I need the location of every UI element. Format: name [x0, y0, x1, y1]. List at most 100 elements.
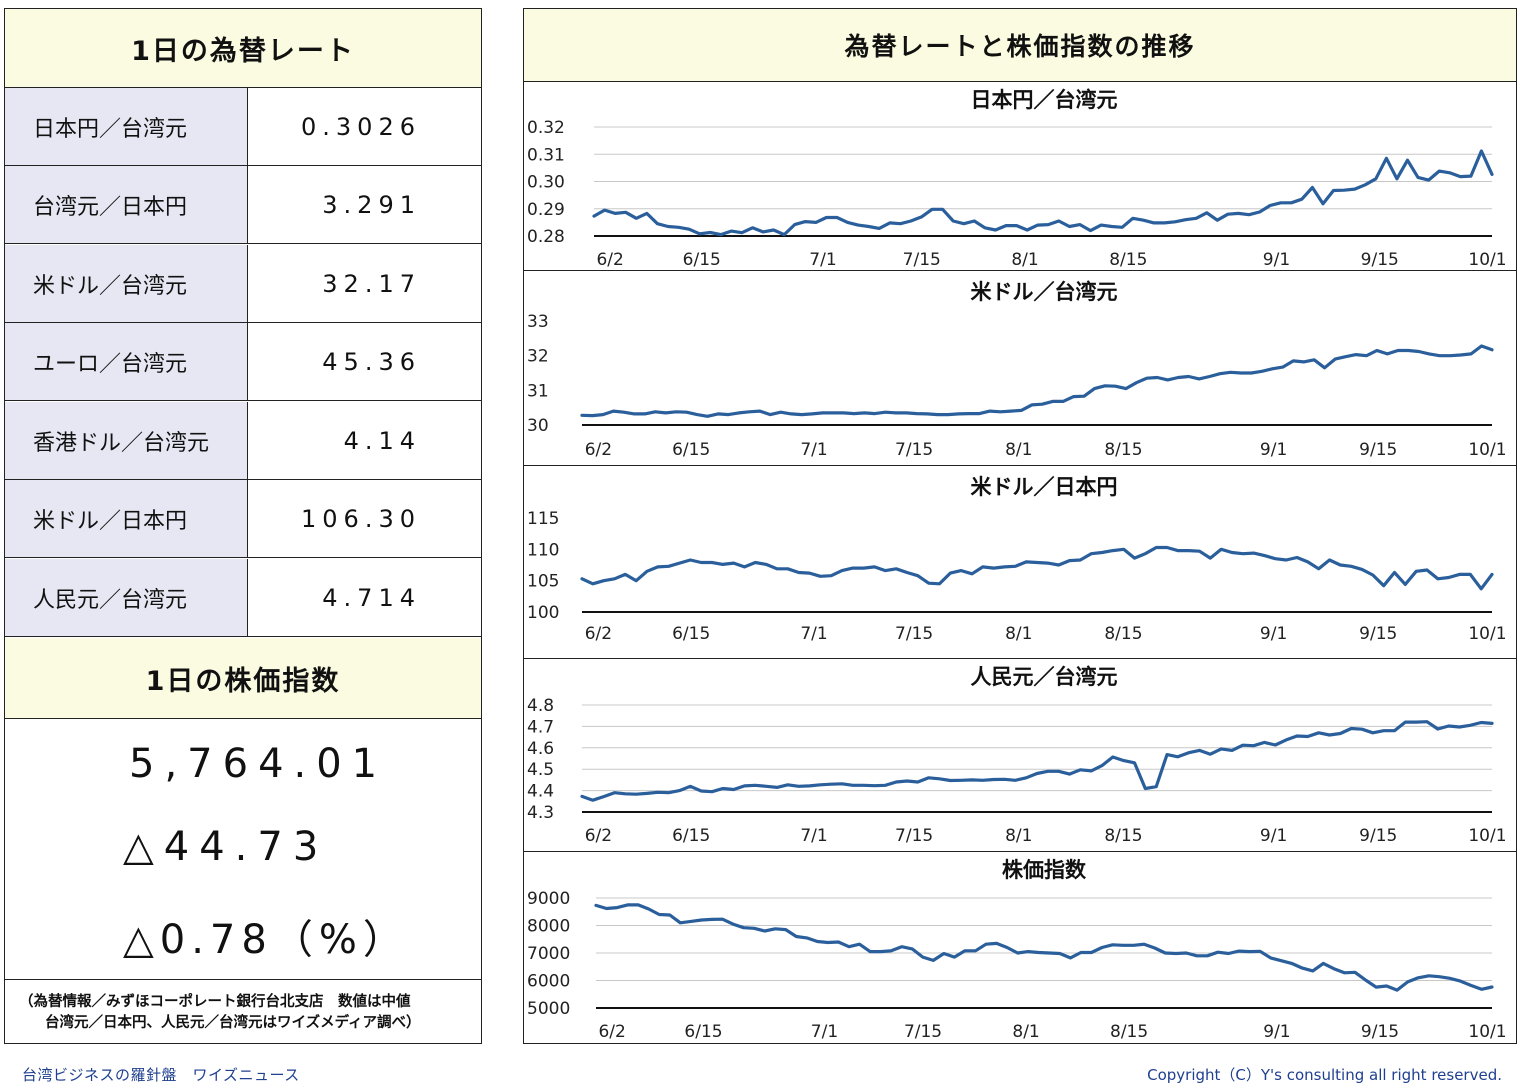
y-tick-label: 110 — [527, 540, 559, 560]
x-tick-label: 9/15 — [1361, 1022, 1399, 1042]
y-tick-label: 32 — [527, 347, 549, 367]
chart-title: 米ドル／日本円 — [971, 475, 1118, 499]
x-tick-label: 8/15 — [1104, 440, 1142, 460]
rate-value: 4.714 — [322, 583, 421, 612]
x-tick-label: 7/1 — [811, 1022, 838, 1042]
chart-panel-stock-index: 株価指数 9000 8000 7000 6000 5000 6/2 6/15 7/1 7/15 8/… — [524, 852, 1516, 1043]
chart-title: 日本円／台湾元 — [971, 88, 1118, 112]
chart-jpy-twd: 日本円／台湾元 0.32 0.31 0.30 0.29 0.28 6/2 6/15 7/1 7/1… — [527, 88, 1507, 270]
rate-value: 45.36 — [322, 347, 421, 376]
rate-label: 香港ドル／台湾元 — [5, 402, 248, 479]
x-tick-label: 6/2 — [585, 624, 612, 644]
y-tick-label: 31 — [527, 381, 549, 401]
y-tick-label: 4.7 — [527, 717, 554, 737]
rate-row: 台湾元／日本円 3.291 — [5, 166, 481, 244]
x-tick-label: 7/15 — [895, 826, 933, 846]
x-tick-label: 10/1 — [1468, 826, 1506, 846]
chart-panel-usd-jpy: 米ドル／日本円 115 110 105 100 6/2 6/15 7/1 7/15 8/1 8/15… — [524, 466, 1516, 659]
y-tick-label: 0.31 — [527, 145, 565, 165]
rate-row: ユーロ／台湾元 45.36 — [5, 323, 481, 401]
x-tick-label: 7/1 — [809, 250, 836, 270]
index-title: 1日の株価指数 — [5, 638, 481, 719]
chart-panel-jpy-twd: 日本円／台湾元 0.32 0.31 0.30 0.29 0.28 6/2 6/15 7/1 7/1… — [524, 82, 1516, 271]
index-change-pct: △0.78（%） — [123, 917, 409, 963]
y-tick-label: 4.6 — [527, 739, 554, 759]
x-tick-label: 6/15 — [672, 440, 710, 460]
y-tick-label: 115 — [527, 509, 559, 529]
y-tick-label: 6000 — [527, 972, 570, 992]
rate-value: 106.30 — [301, 504, 421, 533]
x-tick-label: 9/15 — [1359, 440, 1397, 460]
rate-label: 米ドル／台湾元 — [5, 245, 248, 322]
right-panel: 為替レートと株価指数の推移 日本円／台湾元 0.32 0.31 0.30 0.29 0.2… — [523, 8, 1517, 1044]
x-tick-label: 9/1 — [1263, 1022, 1290, 1042]
rate-label: ユーロ／台湾元 — [5, 323, 248, 400]
rates-title: 1日の為替レート — [5, 9, 481, 88]
y-tick-label: 5000 — [527, 999, 570, 1019]
x-tick-label: 10/1 — [1468, 624, 1506, 644]
y-tick-label: 105 — [527, 572, 559, 592]
y-tick-label: 7000 — [527, 944, 570, 964]
rate-row: 香港ドル／台湾元 4.14 — [5, 402, 481, 480]
x-tick-label: 6/15 — [683, 250, 721, 270]
y-tick-label: 8000 — [527, 917, 570, 937]
x-tick-label: 8/15 — [1110, 1022, 1148, 1042]
footer-copyright: Copyright（C）Y's consulting all right res… — [1147, 1066, 1502, 1084]
left-panel: 1日の為替レート 日本円／台湾元 0.3026 台湾元／日本円 3.291 米ド… — [4, 8, 482, 1044]
x-tick-label: 6/15 — [684, 1022, 722, 1042]
x-tick-label: 6/2 — [585, 440, 612, 460]
chart-cny-twd: 人民元／台湾元 4.84.74.64.54.44.3 6/2 6/15 7/1 7/15 8… — [527, 665, 1507, 846]
x-tick-label: 8/1 — [1005, 440, 1032, 460]
rate-label: 米ドル／日本円 — [5, 480, 248, 557]
x-tick-label: 8/1 — [1011, 250, 1038, 270]
x-tick-label: 10/1 — [1468, 250, 1506, 270]
rate-value: 0.3026 — [301, 112, 421, 141]
rate-label: 日本円／台湾元 — [5, 88, 248, 165]
chart-title: 株価指数 — [1002, 858, 1087, 882]
source-note-line: 台湾元／日本円、人民元／台湾元はワイズメディア調べ） — [45, 1015, 421, 1031]
x-tick-label: 8/1 — [1005, 826, 1032, 846]
y-tick-label: 0.28 — [527, 227, 565, 247]
x-tick-label: 9/15 — [1361, 250, 1399, 270]
x-tick-label: 9/1 — [1263, 250, 1290, 270]
y-tick-label: 100 — [527, 603, 559, 623]
x-tick-label: 10/1 — [1468, 440, 1506, 460]
y-tick-label: 30 — [527, 416, 549, 436]
x-tick-label: 6/2 — [585, 826, 612, 846]
series-line — [592, 149, 1494, 237]
index-value: 5,764.01 — [129, 741, 388, 787]
y-tick-label: 0.30 — [527, 173, 565, 193]
rate-row: 米ドル／日本円 106.30 — [5, 480, 481, 558]
y-tick-label: 0.32 — [527, 118, 565, 138]
y-tick-label: 9000 — [527, 889, 570, 909]
chart-usd-jpy: 米ドル／日本円 115 110 105 100 6/2 6/15 7/1 7/15 8/1 8/15… — [527, 475, 1507, 644]
y-tick-label: 4.4 — [527, 782, 554, 802]
source-note-line: （為替情報／みずほコーポレート銀行台北支店 数値は中値 — [19, 994, 411, 1010]
x-tick-label: 6/2 — [598, 1022, 625, 1042]
chart-stock-index: 株価指数 9000 8000 7000 6000 5000 6/2 6/15 7/1 7/15 8/… — [527, 858, 1507, 1042]
series-line — [580, 545, 1494, 591]
x-tick-label: 7/15 — [904, 1022, 942, 1042]
charts-title: 為替レートと株価指数の推移 — [524, 9, 1516, 82]
index-change: △44.73 — [123, 824, 329, 870]
series-line — [580, 344, 1494, 418]
rate-row: 日本円／台湾元 0.3026 — [5, 88, 481, 166]
x-tick-label: 9/1 — [1260, 440, 1287, 460]
x-tick-label: 7/1 — [800, 826, 827, 846]
x-tick-label: 7/15 — [895, 440, 933, 460]
x-tick-label: 7/1 — [800, 440, 827, 460]
chart-title: 米ドル／台湾元 — [971, 280, 1118, 304]
x-tick-label: 6/15 — [672, 826, 710, 846]
source-note: （為替情報／みずほコーポレート銀行台北支店 数値は中値 台湾元／日本円、人民元／… — [5, 979, 481, 1043]
x-tick-label: 8/1 — [1005, 624, 1032, 644]
x-tick-label: 6/15 — [672, 624, 710, 644]
chart-title: 人民元／台湾元 — [971, 665, 1118, 689]
y-tick-label: 4.3 — [527, 803, 554, 823]
x-tick-label: 8/15 — [1109, 250, 1147, 270]
x-tick-label: 9/15 — [1359, 826, 1397, 846]
chart-panel-cny-twd: 人民元／台湾元 4.8 4.7 4.6 4.5 4.4 4.3 6/2 6/15 7/1 7/15 8… — [524, 659, 1516, 852]
x-tick-label: 6/2 — [596, 250, 623, 270]
x-tick-label: 9/1 — [1260, 624, 1287, 644]
x-tick-label: 7/1 — [800, 624, 827, 644]
rate-value: 4.14 — [343, 426, 421, 455]
